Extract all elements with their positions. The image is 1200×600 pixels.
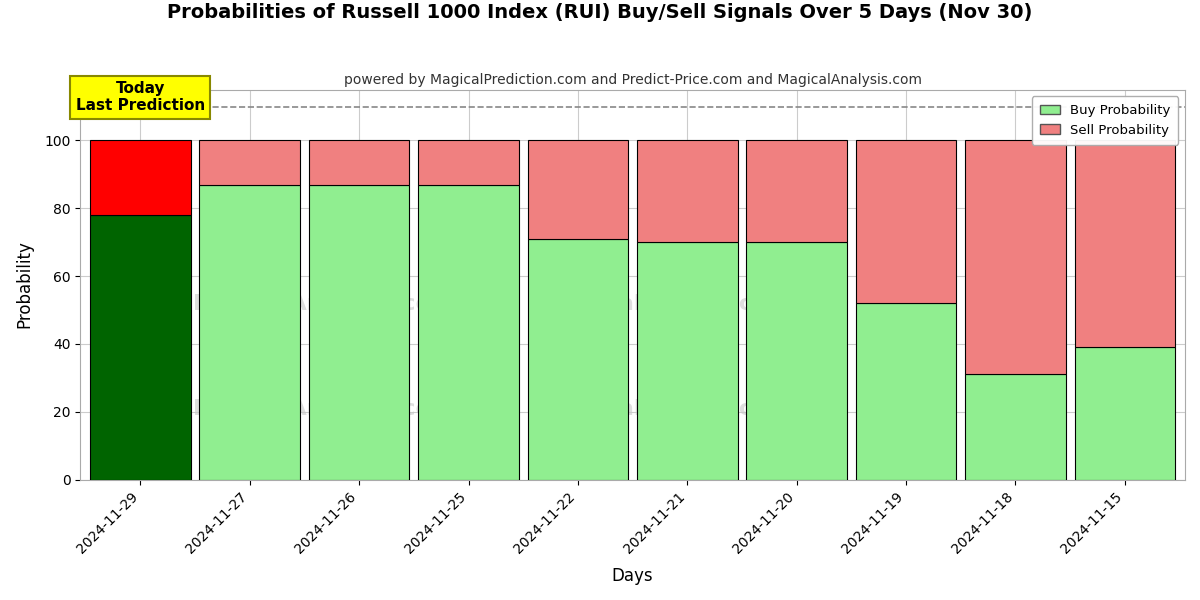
Bar (637, 140, 738, 242)
Bar (965, 140, 1066, 374)
Bar (199, 140, 300, 185)
Bar (308, 185, 409, 479)
Text: MagicalPrediction.com: MagicalPrediction.com (545, 294, 830, 314)
Bar (856, 140, 956, 303)
Bar (199, 185, 300, 479)
Title: powered by MagicalPrediction.com and Predict-Price.com and MagicalAnalysis.com: powered by MagicalPrediction.com and Pre… (343, 73, 922, 87)
Bar (528, 140, 629, 239)
Bar (419, 185, 518, 479)
Y-axis label: Probability: Probability (14, 241, 32, 328)
Legend: Buy Probability, Sell Probability: Buy Probability, Sell Probability (1032, 96, 1178, 145)
Bar (1074, 140, 1175, 347)
Text: Probabilities of Russell 1000 Index (RUI) Buy/Sell Signals Over 5 Days (Nov 30): Probabilities of Russell 1000 Index (RUI… (167, 3, 1033, 22)
Bar (965, 374, 1066, 479)
Bar (90, 215, 191, 479)
Bar (90, 140, 191, 215)
Text: MagicalPrediction.com: MagicalPrediction.com (545, 400, 830, 419)
Bar (528, 239, 629, 479)
Bar (1074, 347, 1175, 479)
Bar (637, 242, 738, 479)
Text: Today
Last Prediction: Today Last Prediction (76, 81, 205, 113)
Text: MagicalAnalysis.com: MagicalAnalysis.com (193, 294, 454, 314)
X-axis label: Days: Days (612, 567, 654, 585)
Bar (856, 303, 956, 479)
Bar (746, 242, 847, 479)
Bar (308, 140, 409, 185)
Bar (746, 140, 847, 242)
Text: MagicalAnalysis.com: MagicalAnalysis.com (193, 400, 454, 419)
Bar (419, 140, 518, 185)
